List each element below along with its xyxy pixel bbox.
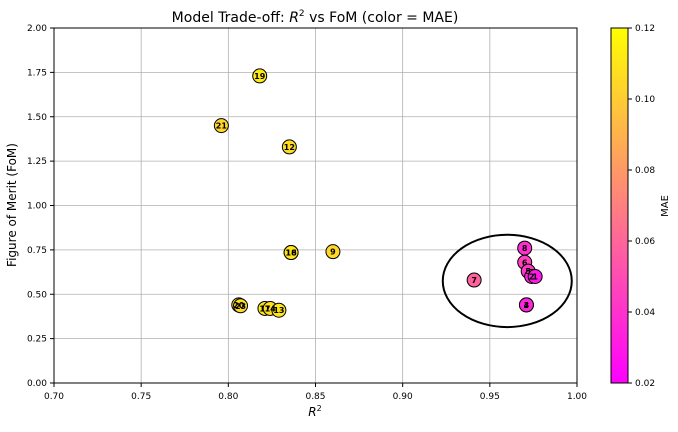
x-axis-ticks: 0.70 0.75 0.80 0.85 0.90 0.95 1.00 bbox=[44, 383, 587, 402]
colorbar-tick-label: 0.02 bbox=[635, 379, 655, 389]
point-label: 14 bbox=[265, 304, 277, 313]
x-axis-label: R2 bbox=[308, 404, 321, 419]
data-point bbox=[281, 139, 297, 155]
y-tick-label: 2.00 bbox=[27, 24, 47, 34]
colorbar-tick-label: 0.04 bbox=[635, 308, 655, 318]
x-tick-label: 1.00 bbox=[567, 392, 587, 402]
point-label: 2 bbox=[529, 273, 535, 282]
x-tick-label: 0.95 bbox=[480, 392, 500, 402]
point-label: 17 bbox=[259, 304, 270, 313]
y-axis-label: Figure of Merit (FoM) bbox=[5, 143, 19, 267]
highlight-ellipse bbox=[441, 233, 573, 329]
data-point bbox=[527, 269, 543, 284]
point-label: 6 bbox=[522, 258, 528, 267]
data-point bbox=[252, 68, 268, 84]
data-point bbox=[213, 118, 229, 134]
x-tick-label: 0.75 bbox=[131, 392, 151, 402]
x-tick-label: 0.70 bbox=[44, 392, 64, 402]
data-point bbox=[271, 302, 287, 318]
colorbar-tick-label: 0.06 bbox=[635, 237, 655, 247]
y-tick-label: 0.25 bbox=[27, 335, 47, 345]
point-label: 20 bbox=[233, 301, 245, 310]
data-point bbox=[518, 297, 534, 313]
point-label: 8 bbox=[522, 244, 528, 253]
data-point bbox=[466, 272, 482, 288]
colorbar-tick-label: 0.08 bbox=[635, 166, 655, 176]
y-tick-label: 0.50 bbox=[27, 290, 47, 300]
y-axis-ticks: 0.00 0.25 0.50 0.75 1.00 1.25 1.50 1.75 2.00 bbox=[27, 24, 54, 389]
highlight-ellipse-group bbox=[441, 233, 573, 329]
point-label: 7 bbox=[471, 276, 477, 285]
point-label: 9 bbox=[330, 248, 336, 257]
chart-title: Model Trade-off: R2 vs FoM (color = MAE) bbox=[172, 9, 459, 26]
x-tick-label: 0.80 bbox=[218, 392, 238, 402]
y-tick-label: 1.50 bbox=[27, 113, 47, 123]
colorbar-ticks: 0.02 0.04 0.06 0.08 0.10 0.12 bbox=[628, 24, 655, 389]
point-label: 1 bbox=[532, 273, 538, 282]
point-label: 13 bbox=[273, 306, 284, 315]
point-label: 19 bbox=[254, 72, 266, 81]
y-tick-label: 1.00 bbox=[27, 202, 47, 212]
y-tick-label: 1.75 bbox=[27, 68, 47, 78]
colorbar-tick-label: 0.10 bbox=[635, 95, 655, 105]
colorbar-label: MAE bbox=[660, 195, 671, 217]
y-tick-label: 1.25 bbox=[27, 157, 47, 167]
colorbar-tick-label: 0.12 bbox=[635, 24, 655, 34]
plot-frame bbox=[53, 27, 578, 384]
point-label: 18 bbox=[286, 249, 298, 258]
data-point bbox=[325, 244, 341, 260]
y-tick-label: 0.00 bbox=[27, 379, 47, 389]
point-label: 23 bbox=[235, 302, 246, 311]
colorbar bbox=[610, 27, 629, 384]
point-label: 3 bbox=[524, 301, 530, 310]
point-label: 5 bbox=[525, 267, 531, 276]
point-label: 4 bbox=[524, 301, 530, 310]
x-tick-label: 0.90 bbox=[393, 392, 413, 402]
x-tick-label: 0.85 bbox=[305, 392, 325, 402]
data-point bbox=[233, 298, 249, 314]
point-label: 21 bbox=[216, 122, 228, 131]
point-label: 12 bbox=[284, 143, 295, 152]
point-label: 16 bbox=[286, 249, 298, 258]
data-point bbox=[283, 245, 299, 261]
y-tick-label: 0.75 bbox=[27, 246, 47, 256]
